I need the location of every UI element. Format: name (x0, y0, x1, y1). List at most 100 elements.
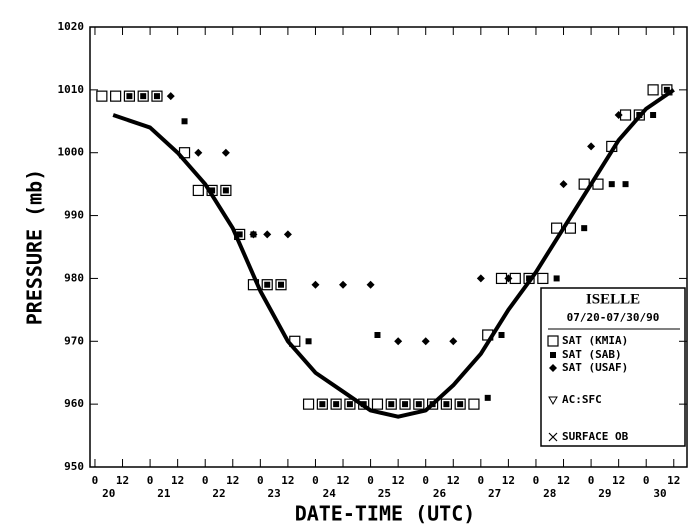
open-square (316, 398, 328, 410)
x-tick-label: 0 (202, 474, 209, 487)
filled-square (498, 332, 505, 338)
day-label: 24 (323, 487, 337, 500)
filled-square (622, 181, 629, 188)
diamond (263, 230, 272, 239)
day-label: 20 (102, 487, 115, 500)
filled-square (222, 187, 229, 194)
open-square (647, 84, 659, 96)
open-square (123, 90, 136, 102)
open-square (385, 398, 397, 410)
filled-square (305, 338, 312, 345)
x-tick-label: 12 (612, 474, 625, 487)
filled-square (374, 332, 381, 338)
open-square (302, 398, 315, 410)
diamond (394, 337, 403, 346)
x-tick-label: 12 (667, 474, 680, 487)
open-square (440, 398, 452, 410)
x-axis-label: DATE-TIME (UTC) (295, 502, 476, 526)
day-label: 25 (378, 487, 391, 500)
open-square (633, 109, 645, 121)
x-tick-label: 0 (478, 474, 485, 487)
cross (548, 432, 558, 442)
open-square (468, 398, 480, 410)
diamond (421, 337, 430, 346)
x-tick-label: 0 (367, 474, 374, 487)
legend-label: SAT (KMIA) (562, 334, 628, 347)
x-tick-label: 12 (226, 474, 239, 487)
open-square (96, 90, 108, 102)
legend-subtitle: 07/20-07/30/90 (567, 311, 660, 324)
open-square (275, 279, 287, 291)
diamond (587, 142, 596, 151)
day-label: 28 (543, 487, 556, 500)
diamond (366, 280, 375, 289)
filled-square (346, 401, 353, 408)
diamond (549, 364, 557, 372)
x-tick-label: 0 (588, 474, 595, 487)
day-label: 21 (157, 487, 171, 500)
x-tick-label: 0 (533, 474, 540, 487)
filled-square (333, 401, 340, 408)
filled-square (608, 181, 615, 188)
open-square (151, 90, 163, 102)
diamond (504, 274, 513, 283)
filled-square (209, 187, 216, 194)
x-tick-label: 12 (116, 474, 129, 487)
y-tick-label: 1000 (58, 146, 85, 159)
filled-square (236, 231, 243, 238)
open-square (454, 398, 466, 410)
open-square (371, 398, 384, 410)
filled-square (484, 394, 491, 401)
filled-square (140, 93, 147, 100)
plot-frame (89, 26, 688, 468)
open-square (413, 398, 425, 410)
diamond (476, 274, 485, 283)
open-square (344, 398, 356, 410)
day-label: 23 (267, 487, 280, 500)
filled-square (650, 112, 657, 118)
triangle (548, 396, 558, 406)
open-square (426, 398, 439, 410)
open-square (537, 272, 549, 285)
x-tick-label: 0 (643, 474, 650, 487)
diamond (311, 280, 320, 289)
legend-box (540, 287, 686, 447)
day-label: 22 (212, 487, 225, 500)
filled-square (443, 401, 450, 408)
filled-square (388, 401, 395, 408)
open-square (220, 184, 232, 197)
diamond (283, 230, 292, 239)
x-tick-label: 12 (171, 474, 184, 487)
open-square (330, 398, 342, 410)
best-track-line (112, 88, 675, 419)
x-tick-label: 12 (447, 474, 460, 487)
legend-label: SURFACE OB (562, 430, 629, 443)
diamond (339, 280, 348, 289)
legend-label: SAT (USAF) (562, 361, 628, 374)
legend-title: ISELLE (586, 291, 640, 307)
filled-square (663, 86, 670, 93)
y-tick-label: 1010 (58, 83, 85, 96)
filled-square (278, 281, 285, 288)
diamond (559, 180, 568, 189)
diamond (194, 148, 203, 157)
diamond (614, 111, 623, 119)
diamond (449, 337, 458, 346)
filled-square (126, 93, 133, 100)
open-square (547, 335, 559, 347)
x-tick-label: 0 (147, 474, 154, 487)
open-square (110, 90, 122, 102)
x-tick-label: 12 (392, 474, 405, 487)
filled-square (153, 93, 160, 100)
open-square (192, 184, 204, 197)
y-tick-label: 1020 (58, 20, 85, 33)
filled-square (550, 352, 556, 358)
filled-square (457, 401, 464, 408)
x-tick-label: 12 (557, 474, 570, 487)
day-label: 29 (598, 487, 611, 500)
day-label: 26 (433, 487, 447, 500)
x-tick-label: 12 (336, 474, 349, 487)
y-axis-label: PRESSURE (mb) (23, 169, 47, 326)
y-tick-label: 950 (64, 460, 84, 473)
